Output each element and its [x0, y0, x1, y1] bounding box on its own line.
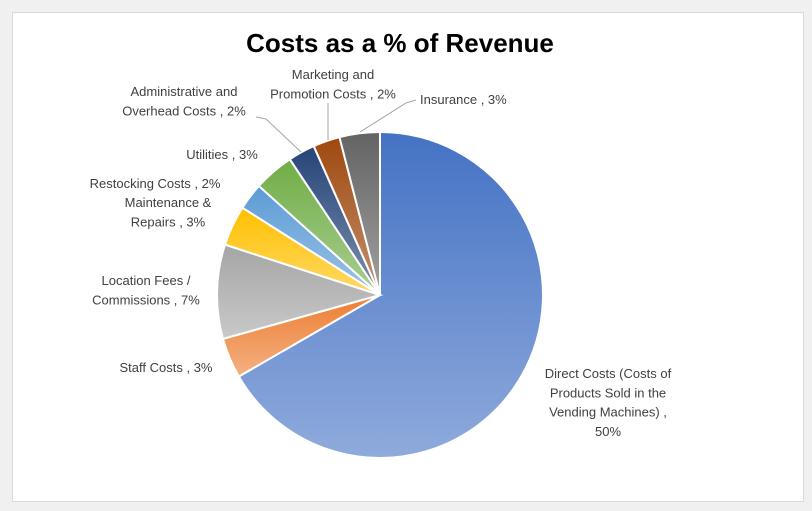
leader-line	[255, 116, 302, 153]
data-label: Direct Costs (Costs of Products Sold in t…	[545, 366, 672, 439]
data-label: Administrative and Overhead Costs , 2%	[122, 84, 246, 118]
data-label: Marketing and Promotion Costs , 2%	[270, 67, 396, 101]
data-label: Restocking Costs , 2%	[90, 176, 221, 191]
data-label: Insurance , 3%	[420, 92, 507, 107]
data-label: Maintenance & Repairs , 3%	[125, 195, 212, 229]
leader-line	[359, 99, 417, 133]
chart-title: Costs as a % of Revenue	[246, 28, 554, 58]
data-label: Utilities , 3%	[186, 147, 258, 162]
pie-slice	[338, 130, 381, 296]
data-label: Location Fees / Commissions , 7%	[92, 273, 200, 307]
pie-slice	[216, 243, 384, 341]
data-label: Staff Costs , 3%	[120, 360, 213, 375]
pie-slice	[237, 130, 544, 459]
